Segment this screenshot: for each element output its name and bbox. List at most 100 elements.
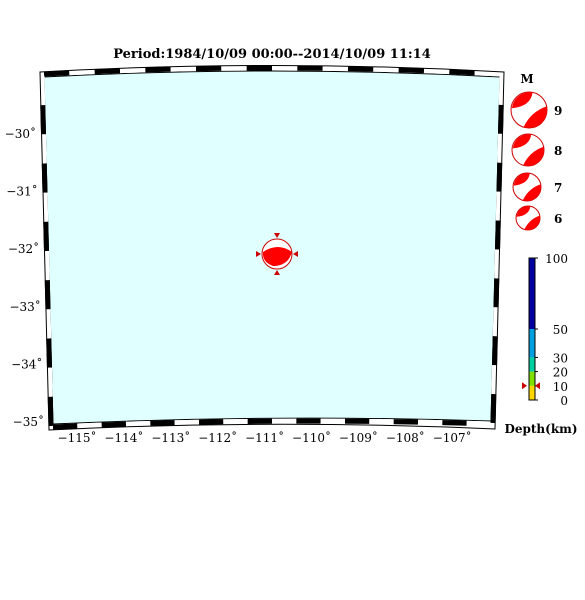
frame-segment — [94, 68, 121, 75]
depth-tick-label: 30 — [553, 351, 568, 365]
frame-segment — [45, 309, 52, 339]
depth-marker-right-icon — [535, 382, 540, 390]
compression-quadrant — [262, 247, 292, 266]
frame-segment — [174, 419, 200, 426]
map-frame — [39, 65, 505, 431]
frame-segment — [119, 67, 146, 74]
depth-band — [529, 371, 535, 386]
frame-segment — [125, 420, 151, 427]
magnitude-legend-label: 8 — [554, 144, 562, 158]
frame-segment — [492, 307, 499, 337]
triangle-marker-icon — [256, 251, 261, 257]
frame-segment — [77, 422, 102, 429]
frame-segment — [423, 68, 450, 75]
frame-segment — [494, 249, 500, 279]
frame-segment — [101, 421, 127, 428]
frame-segment — [490, 394, 497, 424]
longitude-tick-label: −107˚ — [433, 430, 472, 445]
longitude-tick-label: −110˚ — [292, 430, 331, 445]
beachball-quadrant — [516, 206, 531, 217]
frame-segment — [43, 221, 49, 252]
depth-band — [529, 357, 535, 372]
frame-segment — [41, 134, 47, 164]
frame-segment — [373, 66, 399, 73]
frame-segment — [145, 66, 171, 73]
frame-segment — [47, 396, 54, 427]
depth-tick-label: 50 — [553, 323, 568, 337]
depth-tick-label: 0 — [560, 394, 568, 408]
beachball-quadrant — [523, 106, 547, 128]
frame-segment — [44, 250, 50, 281]
longitude-tick-label: −114˚ — [104, 430, 143, 445]
longitude-tick-label: −113˚ — [151, 430, 190, 445]
longitude-tick-label: −109˚ — [339, 430, 378, 445]
frame-segment — [442, 420, 467, 426]
frame-segment — [347, 66, 374, 72]
frame-segment — [496, 162, 503, 192]
triangle-marker-icon — [274, 233, 280, 238]
frame-segment — [44, 280, 51, 310]
depth-tick-label: 20 — [553, 366, 568, 380]
beachball-quadrant — [513, 173, 530, 186]
frame-segment — [43, 70, 70, 77]
depth-color-scale — [528, 257, 536, 401]
depth-marker-left-icon — [522, 382, 527, 390]
frame-segment — [39, 75, 46, 106]
frame-segment — [493, 278, 500, 308]
frame-segment — [474, 70, 501, 77]
longitude-tick-label: −115˚ — [58, 430, 97, 445]
frame-segment — [497, 133, 503, 163]
depth-scale-label: Depth(km) — [504, 422, 577, 436]
magnitude-legend-label: 7 — [554, 181, 562, 195]
beachball-quadrant — [524, 215, 540, 230]
frame-segment — [40, 105, 46, 135]
latitude-tick-label: −30˚ — [5, 126, 36, 141]
frame-segment — [47, 367, 53, 397]
frame-segment — [150, 420, 175, 426]
beachball-quadrant — [511, 92, 533, 109]
frame-segment — [466, 420, 492, 427]
frame-segment — [498, 104, 504, 134]
depth-band — [529, 329, 535, 358]
beachball-quadrant — [522, 184, 541, 201]
triangle-marker-icon — [274, 270, 280, 275]
frame-segment — [398, 67, 425, 74]
frame-segment — [417, 419, 443, 426]
beachball-quadrant — [512, 134, 532, 149]
frame-segment — [69, 69, 95, 76]
beachball-quadrant — [523, 146, 544, 166]
depth-band — [529, 258, 535, 329]
frame-segment — [495, 191, 502, 221]
frame-segment — [492, 336, 498, 366]
frame-segment — [46, 338, 52, 368]
earthquake-event[interactable] — [256, 233, 298, 275]
latitude-tick-label: −33˚ — [9, 299, 40, 314]
magnitude-legend-label: 6 — [554, 212, 562, 226]
depth-band — [529, 385, 535, 400]
frame-segment — [491, 365, 497, 395]
frame-segment — [449, 69, 475, 76]
frame-segment — [42, 192, 49, 222]
magnitude-legend-header: M — [520, 72, 533, 86]
frame-segment — [170, 66, 197, 72]
triangle-marker-icon — [293, 251, 298, 257]
magnitude-legend-label: 9 — [554, 104, 562, 118]
latitude-tick-label: −31˚ — [6, 184, 37, 199]
longitude-labels: −115˚ −114˚ −113˚ −112˚ −111˚ −110˚ −109˚ −108˚… — [58, 430, 472, 445]
latitude-tick-label: −35˚ — [13, 414, 44, 429]
latitude-tick-label: −34˚ — [11, 356, 42, 371]
longitude-tick-label: −108˚ — [386, 430, 425, 445]
map-title: Period:1984/10/09 00:00--2014/10/09 11:1… — [113, 47, 431, 62]
longitude-tick-label: −111˚ — [245, 430, 284, 445]
latitude-labels: −30˚ −31˚ −32˚ −33˚ −34˚ −35˚ — [5, 126, 44, 429]
frame-segment — [498, 75, 505, 105]
latitude-tick-label: −32˚ — [8, 241, 39, 256]
depth-tick-label: 100 — [545, 252, 568, 266]
frame-segment — [52, 423, 78, 430]
magnitude-legend: 9 8 7 6 — [510, 91, 562, 231]
depth-tick-label: 10 — [553, 380, 568, 394]
longitude-tick-label: −112˚ — [198, 430, 237, 445]
frame-outline — [39, 65, 505, 431]
